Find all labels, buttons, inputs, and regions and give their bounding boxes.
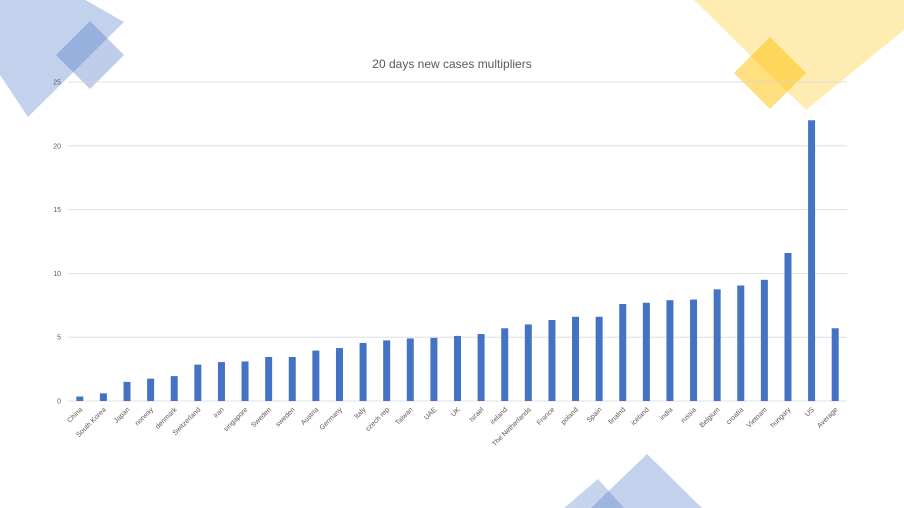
- x-tick-label: finalnd: [608, 406, 628, 426]
- x-tick-label: Austria: [300, 406, 320, 426]
- bar-us: [808, 120, 816, 401]
- x-tick-label: hungary: [770, 406, 793, 429]
- x-tick-label: Taiwan: [394, 406, 414, 426]
- bar-belgium: [713, 289, 721, 401]
- bar-japan: [123, 381, 131, 401]
- x-tick-label: iceland: [630, 406, 651, 427]
- bar-hungary: [784, 252, 792, 401]
- bar-germany: [335, 348, 343, 401]
- bar-iran: [217, 362, 225, 401]
- x-tick-label: india: [659, 406, 674, 421]
- x-tick-label: China: [66, 406, 84, 424]
- x-tick-label: norway: [134, 406, 155, 427]
- x-tick-label: US: [804, 406, 816, 418]
- x-tick-label: Average: [816, 406, 839, 429]
- bar-south-korea: [99, 393, 107, 401]
- x-tick-label: Israel: [468, 406, 485, 423]
- bar-india: [666, 300, 674, 401]
- bar-norway: [147, 378, 155, 401]
- y-axis: 0 5 10 15 20 25: [53, 80, 61, 406]
- bar-taiwan: [406, 338, 414, 401]
- y-tick-label: 25: [53, 80, 61, 87]
- x-tick-label: Italy: [353, 406, 367, 420]
- x-tick-label: denmark: [154, 406, 179, 431]
- x-tick-label: Belgium: [699, 406, 722, 429]
- x-tick-label: croatia: [725, 406, 745, 426]
- bar-croatia: [737, 285, 745, 401]
- chart-title: 20 days new cases multipliers: [372, 57, 531, 71]
- bars: [76, 120, 839, 401]
- bar-china: [76, 396, 84, 401]
- bar-ireland: [501, 328, 509, 401]
- x-tick-label: poland: [560, 406, 580, 426]
- bar-russia: [690, 299, 698, 401]
- decor-yellow-diamond: [734, 37, 806, 109]
- y-tick-label: 15: [53, 207, 61, 214]
- y-tick-label: 20: [53, 143, 61, 150]
- bar-france: [548, 319, 556, 401]
- x-tick-label: UK: [450, 406, 462, 418]
- bar-uk: [454, 335, 461, 401]
- x-tick-label: France: [536, 406, 556, 426]
- bar-average: [831, 328, 839, 401]
- x-tick-label: Japan: [113, 406, 132, 425]
- bar-vietnam: [760, 279, 768, 401]
- bar-sweden: [265, 356, 273, 401]
- bar-uae: [430, 337, 438, 401]
- bar-czech-rep: [383, 340, 391, 401]
- x-tick-label: Sweden: [250, 406, 273, 429]
- decor-blue-triangle-bottom: [564, 479, 624, 508]
- y-tick-label: 5: [57, 335, 61, 342]
- x-tick-label: iran: [213, 406, 226, 419]
- x-tick-label: russia: [680, 406, 698, 424]
- bar-italy: [359, 342, 367, 401]
- y-tick-label: 10: [53, 271, 61, 278]
- bar-denmark: [170, 376, 178, 401]
- bar-sweden: [288, 356, 296, 401]
- x-tick-label: ireland: [489, 406, 509, 426]
- decor-blue-triangle-bottom-large: [591, 454, 702, 508]
- decor-yellow-triangle: [694, 0, 904, 110]
- bar-austria: [312, 350, 320, 401]
- bar-the-netherlands: [524, 324, 532, 401]
- bar-finalnd: [619, 304, 627, 401]
- x-tick-label: Vietnam: [746, 406, 769, 429]
- decor-blue-diamond-small: [56, 21, 124, 89]
- bar-spain: [595, 316, 603, 401]
- decor-blue-diamond-large: [0, 0, 124, 117]
- bar-israel: [477, 334, 485, 401]
- x-tick-label: Spain: [586, 406, 604, 424]
- bar-switzerland: [194, 364, 202, 401]
- bar-iceland: [642, 302, 650, 401]
- x-tick-label: czech rep: [365, 406, 391, 432]
- bar-singapore: [241, 361, 249, 401]
- x-tick-label: UAE: [423, 406, 438, 421]
- x-tick-label: singapore: [223, 406, 250, 433]
- x-tick-label: sweden: [275, 406, 297, 428]
- bar-poland: [572, 316, 580, 401]
- y-tick-label: 0: [57, 399, 61, 406]
- x-tick-label: Germany: [319, 406, 345, 432]
